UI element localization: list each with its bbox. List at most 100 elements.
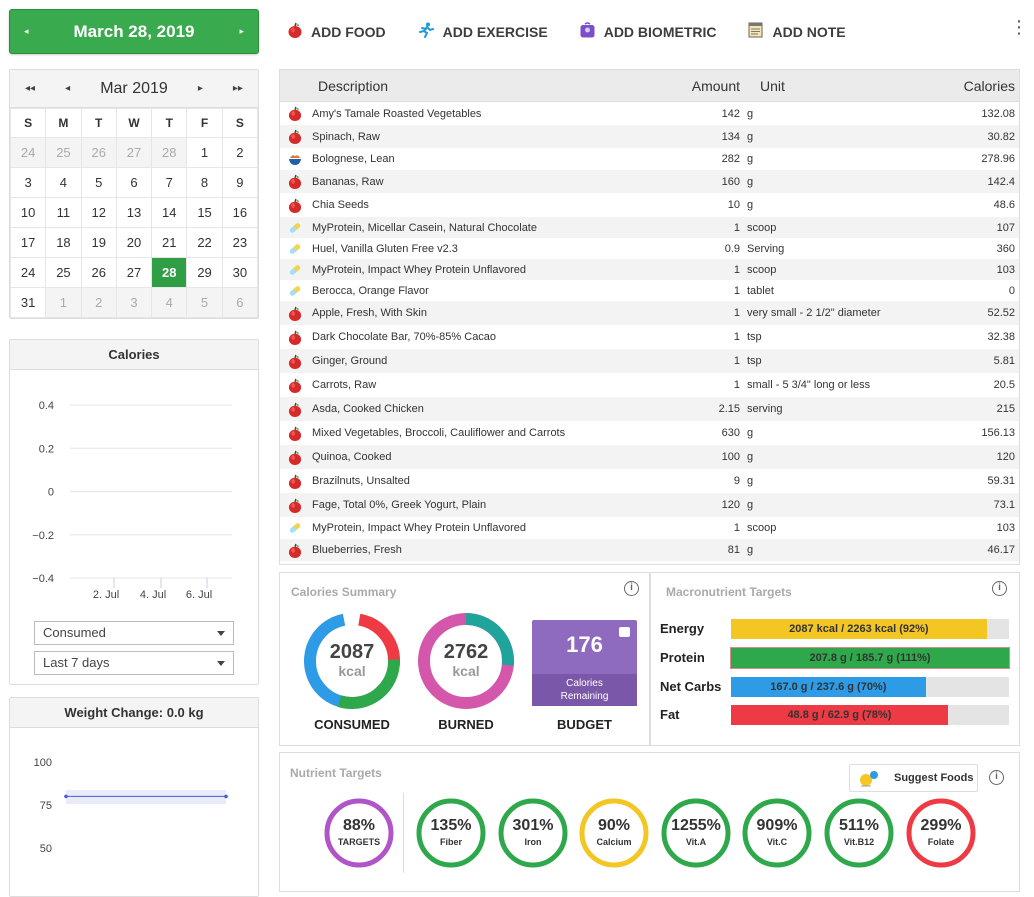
calendar-day[interactable]: 24 bbox=[9, 137, 47, 168]
calendar-day[interactable]: 26 bbox=[80, 137, 117, 168]
calendar-day[interactable]: 5 bbox=[80, 167, 117, 198]
table-row[interactable]: Asda, Cooked Chicken 2.15 serving 215 bbox=[280, 397, 1019, 421]
calendar-day[interactable]: 24 bbox=[9, 257, 47, 288]
table-row[interactable]: Amy's Tamale Roasted Vegetables 142 g 132.0… bbox=[280, 102, 1019, 125]
calories-header[interactable]: Calories bbox=[963, 77, 1015, 94]
calendar-day[interactable]: 12 bbox=[80, 197, 117, 228]
calendar-day[interactable]: 23 bbox=[221, 227, 259, 258]
add-note-button[interactable]: ADD NOTE bbox=[748, 22, 846, 41]
nutrient-ring[interactable]: 511% Vit.B12 bbox=[823, 797, 895, 869]
table-row[interactable]: Bananas, Raw 160 g 142.4 bbox=[280, 170, 1019, 193]
calendar-day[interactable]: 21 bbox=[151, 227, 188, 258]
calendar-day[interactable]: 25 bbox=[45, 137, 82, 168]
info-icon[interactable]: i bbox=[992, 581, 1007, 596]
nutrient-ring[interactable]: 909% Vit.C bbox=[741, 797, 813, 869]
calendar-day[interactable]: 8 bbox=[186, 167, 223, 198]
next-year-button[interactable]: ▸▸ bbox=[232, 83, 243, 94]
metric-select[interactable]: Consumed bbox=[34, 621, 234, 645]
calendar-day[interactable]: 1 bbox=[186, 137, 223, 168]
table-row[interactable]: Fage, Total 0%, Greek Yogurt, Plain 120 g 7… bbox=[280, 493, 1019, 517]
description-header[interactable]: Description bbox=[318, 77, 389, 94]
calendar-day[interactable]: 11 bbox=[45, 197, 82, 228]
calendar-day[interactable]: 6 bbox=[115, 167, 153, 198]
prev-month-button[interactable]: ◂ bbox=[65, 83, 71, 94]
calendar-day[interactable]: 26 bbox=[80, 257, 117, 288]
unit-header[interactable]: Unit bbox=[760, 77, 785, 94]
calendar-day[interactable]: 3 bbox=[9, 167, 47, 198]
calendar-day[interactable]: 27 bbox=[115, 137, 153, 168]
food-description: Mixed Vegetables, Broccoli, Cauliflower … bbox=[312, 427, 566, 439]
nutrient-ring[interactable]: 90% Calcium bbox=[578, 797, 650, 869]
table-row[interactable]: Bolognese, Lean 282 g 278.96 bbox=[280, 148, 1019, 170]
nutrient-ring[interactable]: 299% Folate bbox=[905, 797, 977, 869]
more-options-icon[interactable]: ⋮ bbox=[1010, 17, 1028, 37]
calendar-day[interactable]: 14 bbox=[151, 197, 188, 228]
calendar-day[interactable]: 7 bbox=[151, 167, 188, 198]
calendar-day[interactable]: 2 bbox=[80, 287, 117, 318]
x-tick-label: 6. Jul bbox=[186, 589, 212, 601]
calendar-day[interactable]: 4 bbox=[151, 287, 188, 318]
table-row[interactable]: Blueberries, Fresh 81 g 46.17 bbox=[280, 539, 1019, 561]
table-row[interactable]: MyProtein, Micellar Casein, Natural Choc… bbox=[280, 217, 1019, 238]
calendar-day[interactable]: 2 bbox=[221, 137, 259, 168]
nutrient-ring[interactable]: 88% TARGETS bbox=[323, 797, 395, 869]
calendar-month[interactable]: Mar 2019 bbox=[100, 79, 168, 97]
calendar-day[interactable]: 19 bbox=[80, 227, 117, 258]
calendar-day[interactable]: 29 bbox=[186, 257, 223, 288]
table-row[interactable]: Mixed Vegetables, Broccoli, Cauliflower … bbox=[280, 421, 1019, 445]
info-icon[interactable]: i bbox=[624, 581, 639, 596]
calendar-day[interactable]: 15 bbox=[186, 197, 223, 228]
calendar-day[interactable]: 31 bbox=[9, 287, 47, 318]
table-row[interactable]: Brazilnuts, Unsalted 9 g 59.31 bbox=[280, 469, 1019, 493]
amount-header[interactable]: Amount bbox=[691, 77, 740, 94]
calendar-day[interactable]: 10 bbox=[9, 197, 47, 228]
calendar-day[interactable]: 5 bbox=[186, 287, 223, 318]
nutrient-ring[interactable]: 135% Fiber bbox=[415, 797, 487, 869]
calendar-day-selected[interactable]: 28 bbox=[151, 257, 188, 288]
calendar-day[interactable]: 16 bbox=[221, 197, 259, 228]
add-food-button[interactable]: ADD FOOD bbox=[288, 22, 386, 41]
prev-day-button[interactable]: ◂ bbox=[24, 26, 29, 36]
add-exercise-button[interactable]: ADD EXERCISE bbox=[418, 22, 548, 41]
prev-year-button[interactable]: ◂◂ bbox=[25, 83, 36, 94]
range-select[interactable]: Last 7 days bbox=[34, 651, 234, 675]
table-row[interactable]: Spinach, Raw 134 g 30.82 bbox=[280, 125, 1019, 148]
table-row[interactable]: Chia Seeds 10 g 48.6 bbox=[280, 193, 1019, 217]
current-date[interactable]: March 28, 2019 bbox=[73, 21, 195, 41]
calendar-day[interactable]: 13 bbox=[115, 197, 153, 228]
next-day-button[interactable]: ▸ bbox=[239, 26, 244, 36]
calendar-day[interactable]: 6 bbox=[221, 287, 259, 318]
apple-icon bbox=[280, 498, 310, 513]
table-row[interactable]: Berocca, Orange Flavor 1 tablet 0 bbox=[280, 280, 1019, 301]
calendar-day[interactable]: 22 bbox=[186, 227, 223, 258]
calendar-day[interactable]: 20 bbox=[115, 227, 153, 258]
table-row[interactable]: Huel, Vanilla Gluten Free v2.3 0.9 Serving… bbox=[280, 238, 1019, 259]
table-row[interactable]: Carrots, Raw 1 small - 5 3/4" long or less… bbox=[280, 373, 1019, 397]
calendar-day[interactable]: 27 bbox=[115, 257, 153, 288]
add-biometric-button[interactable]: ADD BIOMETRIC bbox=[580, 22, 716, 41]
nutrient-ring[interactable]: 1255% Vit.A bbox=[660, 797, 732, 869]
calendar-day[interactable]: 28 bbox=[151, 137, 188, 168]
calendar-day[interactable]: 4 bbox=[45, 167, 82, 198]
nutrient-ring[interactable]: 301% Iron bbox=[497, 797, 569, 869]
table-row[interactable]: MyProtein, Impact Whey Protein Unflavore… bbox=[280, 259, 1019, 280]
table-row[interactable]: Dark Chocolate Bar, 70%-85% Cacao 1 tsp 32.… bbox=[280, 325, 1019, 349]
calendar-day[interactable]: 30 bbox=[221, 257, 259, 288]
suggest-foods-button[interactable]: Suggest Foods bbox=[849, 764, 978, 792]
table-row[interactable]: Quinoa, Cooked 100 g 120 bbox=[280, 445, 1019, 469]
table-row[interactable]: Ginger, Ground 1 tsp 5.81 bbox=[280, 349, 1019, 373]
calendar-day[interactable]: 9 bbox=[221, 167, 259, 198]
food-calories: 30.82 bbox=[987, 130, 1015, 143]
calendar-day[interactable]: 18 bbox=[45, 227, 82, 258]
table-row[interactable]: MyProtein, Impact Whey Protein Unflavore… bbox=[280, 517, 1019, 539]
calendar-day[interactable]: 17 bbox=[9, 227, 47, 258]
calendar-day[interactable]: 3 bbox=[115, 287, 153, 318]
calendar-day[interactable]: 1 bbox=[45, 287, 82, 318]
table-row[interactable]: Apple, Fresh, With Skin 1 very small - 2 1… bbox=[280, 301, 1019, 325]
add-food-label: ADD FOOD bbox=[311, 23, 386, 40]
info-icon[interactable]: i bbox=[989, 770, 1004, 785]
calendar-day[interactable]: 25 bbox=[45, 257, 82, 288]
next-month-button[interactable]: ▸ bbox=[197, 83, 203, 94]
